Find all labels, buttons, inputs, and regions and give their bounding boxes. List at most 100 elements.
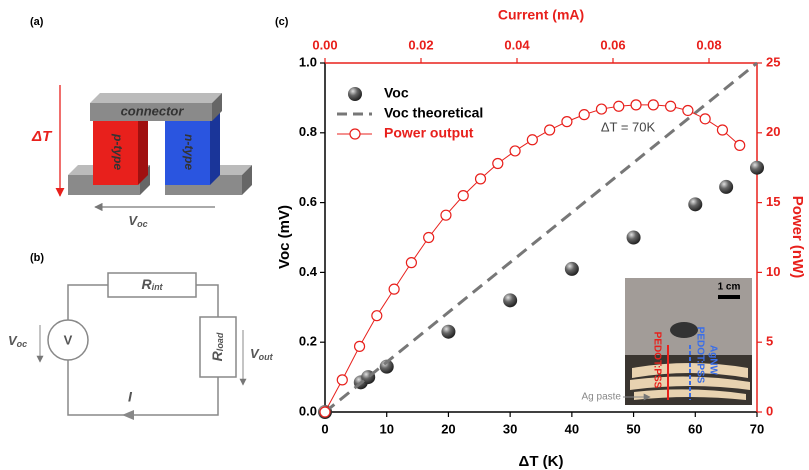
x2-tick-label: 0.00 bbox=[312, 37, 337, 52]
x-tick-label: 0 bbox=[321, 421, 328, 436]
point bbox=[441, 324, 456, 339]
series-line bbox=[324, 61, 758, 414]
legend-label: Voc bbox=[384, 85, 409, 101]
point bbox=[474, 173, 487, 185]
point bbox=[682, 104, 694, 117]
point bbox=[561, 116, 573, 128]
connector-side bbox=[212, 93, 222, 121]
subscript: oc bbox=[17, 339, 28, 349]
voc-label: Voc bbox=[8, 333, 27, 349]
x2-tick-label: 0.04 bbox=[504, 37, 530, 52]
current-arrow bbox=[122, 410, 134, 420]
point bbox=[688, 197, 703, 212]
point bbox=[526, 134, 538, 146]
point bbox=[734, 139, 746, 151]
inset-label: AgNW bbox=[707, 345, 718, 376]
y-tick-label: 0.6 bbox=[299, 194, 317, 209]
legend-label: Power output bbox=[384, 125, 474, 141]
y-tick-label: 0.2 bbox=[299, 334, 317, 349]
connector-top bbox=[90, 93, 222, 103]
r-int-label: Rint bbox=[141, 276, 163, 293]
point bbox=[509, 145, 521, 157]
x-tick-label: 10 bbox=[379, 421, 393, 436]
x-tick-label: 40 bbox=[565, 421, 579, 436]
point bbox=[578, 109, 590, 121]
current-label: I bbox=[128, 389, 133, 405]
point bbox=[564, 261, 579, 276]
point bbox=[595, 103, 608, 115]
symbol: V bbox=[128, 213, 138, 228]
point bbox=[626, 230, 641, 245]
x-tick-label: 70 bbox=[750, 421, 764, 436]
symbol: R bbox=[209, 350, 225, 361]
x2-axis-title: Current (mA) bbox=[498, 7, 584, 23]
x2-tick-label: 0.06 bbox=[600, 37, 625, 52]
r-load-box bbox=[199, 316, 237, 378]
point bbox=[750, 160, 764, 175]
point bbox=[613, 100, 625, 112]
subscript: int bbox=[152, 282, 164, 292]
point bbox=[440, 209, 452, 221]
point bbox=[716, 124, 729, 136]
symbol: V bbox=[8, 333, 18, 348]
x-tick-label: 30 bbox=[503, 421, 517, 436]
y-tick-label: 0.4 bbox=[299, 264, 318, 279]
symbol: R bbox=[141, 276, 152, 292]
delta-t-label: ΔT bbox=[31, 128, 53, 145]
point bbox=[379, 359, 394, 374]
subscript: load bbox=[215, 332, 225, 351]
y2-tick-label: 5 bbox=[766, 334, 773, 349]
connector-label: connector bbox=[121, 103, 185, 118]
inset-photo: 1 cm PEDOT:PSS PEDOT:PSS AgNW Ag paste bbox=[582, 278, 752, 405]
base-side bbox=[242, 165, 252, 195]
wire bbox=[196, 284, 219, 317]
x2-tick-label: 0.02 bbox=[408, 37, 433, 52]
x-tick-label: 60 bbox=[688, 421, 702, 436]
y-tick-label: 1.0 bbox=[299, 54, 317, 69]
x-axis-title: ΔT (K) bbox=[519, 453, 564, 470]
y2-tick-label: 10 bbox=[766, 264, 780, 279]
voc-label: Voc bbox=[128, 213, 147, 229]
r-int-box bbox=[107, 272, 197, 298]
symbol: V bbox=[250, 346, 260, 361]
point bbox=[423, 231, 435, 244]
point bbox=[699, 113, 711, 125]
panel-label: (a) bbox=[30, 16, 44, 28]
point bbox=[388, 283, 400, 295]
x-tick-label: 20 bbox=[441, 421, 455, 436]
panel-c: (c) ΔT (K) Current (mA) Voc (mV) Power (… bbox=[275, 7, 806, 470]
point bbox=[319, 406, 331, 418]
point bbox=[544, 124, 556, 136]
x2-tick-label: 0.08 bbox=[696, 37, 721, 52]
wire bbox=[67, 360, 219, 416]
point bbox=[353, 340, 366, 352]
y-tick-label: 0.8 bbox=[299, 124, 317, 139]
y2-tick-label: 25 bbox=[766, 54, 780, 69]
x-tick-label: 50 bbox=[626, 421, 640, 436]
y2-tick-label: 20 bbox=[766, 124, 780, 139]
panel-b: (b) Rint Rload V Voc Vout I bbox=[8, 252, 274, 420]
point bbox=[492, 157, 504, 170]
n-leg bbox=[165, 120, 210, 185]
r-load-label: Rload bbox=[209, 332, 226, 361]
subscript: oc bbox=[137, 219, 148, 229]
inset-label: Ag paste bbox=[582, 392, 622, 403]
panel-a: (a) connector p-type n-type ΔT Voc bbox=[30, 16, 252, 229]
point bbox=[336, 374, 348, 386]
point bbox=[630, 99, 642, 111]
connector bbox=[90, 103, 212, 121]
legend-label: Voc theoretical bbox=[384, 105, 483, 121]
panel-label: (c) bbox=[275, 16, 289, 28]
y-tick-label: 0.0 bbox=[299, 403, 317, 418]
meter-label: V bbox=[64, 332, 73, 347]
y-axis-title: Voc (mV) bbox=[276, 205, 293, 269]
point bbox=[349, 128, 361, 140]
point bbox=[371, 310, 383, 322]
scale-label: 1 cm bbox=[718, 282, 741, 293]
n-leg-side bbox=[210, 110, 220, 185]
y2-tick-label: 15 bbox=[766, 194, 780, 209]
photo-device bbox=[670, 322, 698, 338]
voltmeter bbox=[47, 319, 89, 361]
point bbox=[405, 257, 417, 269]
